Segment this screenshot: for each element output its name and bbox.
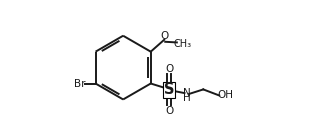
Text: N: N bbox=[184, 88, 191, 98]
Text: O: O bbox=[160, 31, 168, 41]
Text: O: O bbox=[165, 64, 173, 74]
Text: O: O bbox=[165, 106, 173, 116]
Text: OH: OH bbox=[217, 90, 233, 100]
Text: H: H bbox=[184, 93, 191, 103]
Text: CH₃: CH₃ bbox=[174, 39, 192, 49]
Text: Br: Br bbox=[73, 79, 85, 89]
Text: S: S bbox=[164, 82, 174, 97]
